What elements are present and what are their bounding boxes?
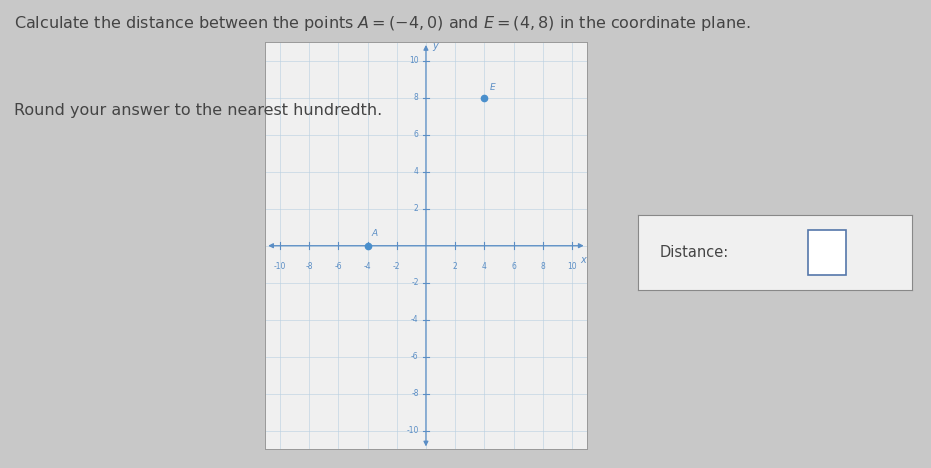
Text: 8: 8 [540,263,546,271]
Text: -4: -4 [364,263,371,271]
Text: A: A [371,229,377,239]
Text: 4: 4 [482,263,487,271]
Text: -6: -6 [334,263,343,271]
Text: 8: 8 [414,93,419,102]
FancyBboxPatch shape [808,230,846,275]
Text: -8: -8 [412,389,419,398]
Text: -2: -2 [393,263,400,271]
Text: 4: 4 [413,167,419,176]
Text: x: x [581,255,587,265]
Text: E: E [490,83,495,92]
Text: Distance:: Distance: [660,245,729,260]
Text: 6: 6 [511,263,516,271]
Text: 6: 6 [413,130,419,139]
Text: Calculate the distance between the points $A=(-4, 0)$ and $E=(4, 8)$ in the coor: Calculate the distance between the point… [14,14,750,33]
Text: 2: 2 [414,204,419,213]
Text: y: y [432,41,438,51]
Text: -2: -2 [412,278,419,287]
Text: -8: -8 [305,263,313,271]
Text: 2: 2 [452,263,457,271]
Text: -4: -4 [411,315,419,324]
Text: Round your answer to the nearest hundredth.: Round your answer to the nearest hundred… [14,103,383,118]
Text: -6: -6 [411,352,419,361]
Text: -10: -10 [406,426,419,435]
Text: -10: -10 [274,263,286,271]
Text: 10: 10 [409,56,419,65]
Text: 10: 10 [567,263,576,271]
